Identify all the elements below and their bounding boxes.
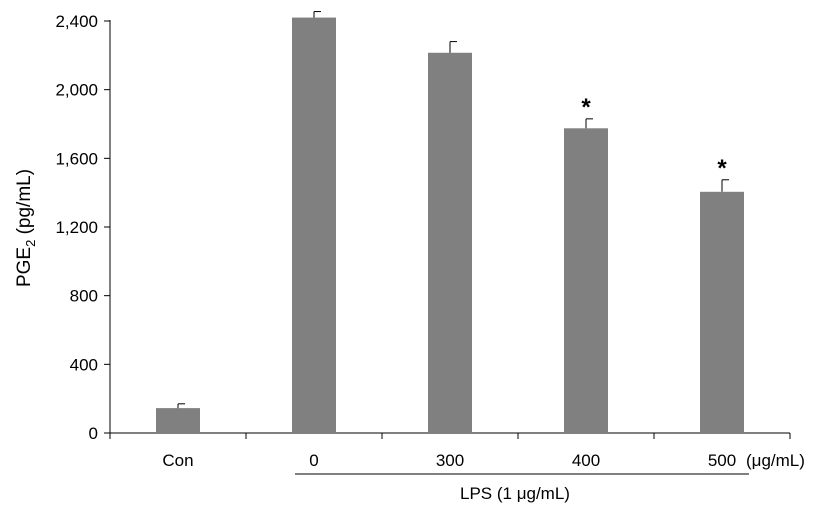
x-tick-label: 400 bbox=[572, 451, 600, 470]
y-tick-label: 2,000 bbox=[55, 81, 98, 100]
y-tick-label: 2,400 bbox=[55, 12, 98, 31]
significance-marker: * bbox=[581, 94, 591, 121]
plot-area: 0 400 800 1,200 1,600 2,000 2,400 Con 0 300 400 * 50… bbox=[55, 11, 791, 470]
y-tick-label: 400 bbox=[70, 355, 98, 374]
x-tick-label: 500 bbox=[708, 451, 736, 470]
x-tick-label: 300 bbox=[436, 451, 464, 470]
y-tick-label: 1,600 bbox=[55, 149, 98, 168]
y-tick-label: 800 bbox=[70, 287, 98, 306]
x-unit-label: (μg/mL) bbox=[746, 451, 805, 470]
bar bbox=[156, 408, 200, 433]
y-axis-title: PGE2 (pg/mL) bbox=[14, 169, 38, 287]
y-axis-title-main: PGE bbox=[14, 247, 35, 287]
y-axis-title-unit: (pg/mL) bbox=[14, 169, 35, 240]
x-tick-label: 0 bbox=[309, 451, 318, 470]
y-axis-title-subscript: 2 bbox=[23, 240, 38, 247]
bar bbox=[700, 191, 744, 433]
y-tick-label: 1,200 bbox=[55, 218, 98, 237]
bar bbox=[292, 17, 336, 434]
x-tick-label: Con bbox=[162, 451, 193, 470]
bar bbox=[564, 128, 608, 433]
significance-marker: * bbox=[717, 155, 727, 182]
bar bbox=[428, 52, 472, 434]
y-tick-label: 0 bbox=[89, 424, 98, 443]
group-label: LPS (1 μg/mL) bbox=[460, 484, 570, 503]
